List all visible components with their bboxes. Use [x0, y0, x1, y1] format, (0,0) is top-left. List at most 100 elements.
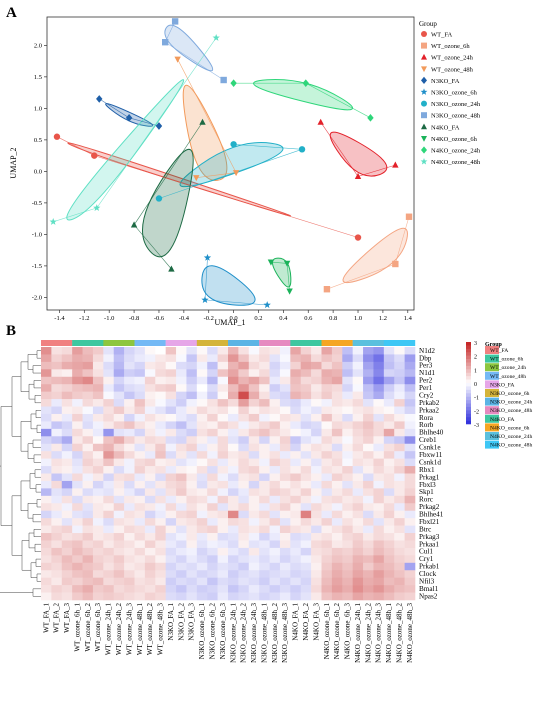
heatmap-cell [103, 369, 115, 378]
heatmap-cell [228, 347, 239, 355]
group-bar-n3ko-ozone-6h [196, 340, 229, 346]
umap-legend: WT_FA WT_ozone_6h WT_ozone_24h WT_ozone_48h… [420, 31, 481, 166]
heatmap-cell [238, 451, 250, 459]
umap-y-tick-label: -1.0 [32, 231, 42, 238]
heatmap-cell [404, 376, 416, 385]
heatmap-cell [248, 518, 260, 526]
heatmap-cell [155, 347, 166, 355]
heatmap-cell [103, 421, 115, 430]
heatmap-cell [331, 540, 343, 549]
heatmap-cell [228, 391, 239, 400]
column-label-wt-ozone-24h-3: WT_ozone_24h_3 [125, 603, 133, 656]
row-label-bhlhe40: Bhlhe40 [419, 429, 444, 437]
heatmap-cell [186, 466, 198, 474]
heatmap-cell [41, 369, 52, 378]
heatmap-cell [186, 458, 198, 467]
heatmap-cell [144, 443, 156, 452]
umap-x-tick-label: -1.2 [79, 315, 89, 322]
group-bar-wt-ozone-24h [103, 340, 135, 346]
heatmap-cell [228, 592, 239, 601]
heatmap-cell [176, 488, 187, 497]
heatmap-cell [92, 533, 104, 541]
heatmap-cell [238, 488, 250, 497]
heatmap-cell [207, 480, 218, 489]
umap-legend-marker-n3ko-fa [421, 76, 427, 84]
heatmap-cell [196, 361, 208, 370]
heatmap-cell [331, 466, 343, 474]
heatmap-cell [248, 369, 260, 378]
heatmap-cell [228, 428, 239, 437]
dendrogram-branch [0, 465, 33, 593]
heatmap-cell [311, 458, 322, 467]
heatmap-cell [269, 525, 281, 534]
heatmap-cell [321, 585, 333, 593]
heatmap-cell [124, 369, 135, 378]
heatmap-cell [331, 369, 343, 378]
heatmap-cell [228, 466, 239, 474]
heatmap-cell [228, 354, 239, 363]
heatmap-cell [82, 391, 94, 400]
heatmap-cell [207, 421, 218, 430]
heatmap-cell [61, 376, 73, 385]
heatmap-cell [311, 376, 322, 385]
dendrogram-branch [35, 410, 41, 418]
column-label-wt-ozone-6h-2: WT_ozone_6h_2 [84, 603, 92, 652]
heatmap-cell [144, 369, 156, 378]
heatmap-cell [404, 406, 416, 415]
heatmap-cell [217, 540, 229, 549]
heatmap-cell [404, 458, 416, 467]
heatmap-cell [383, 518, 395, 526]
heatmap-cell [321, 369, 333, 378]
heatmap-cell [82, 480, 94, 489]
umap-legend-label-n4ko-fa: N4KO_FA [431, 124, 460, 131]
heatmap-cell [373, 458, 385, 467]
heatmap-cell [103, 451, 115, 459]
heatmap-cell [279, 347, 291, 355]
row-label-bhlhe41: Bhlhe41 [419, 511, 444, 519]
color-scale-step [466, 413, 471, 418]
heatmap-cell [279, 399, 291, 407]
heatmap-cell [72, 458, 83, 467]
heatmap-cell [41, 413, 52, 422]
heatmap-cell [404, 592, 416, 601]
heatmap-cell [51, 488, 63, 497]
heatmap-cell [165, 562, 177, 571]
umap-legend-label-wt-ozone-48h: WT_ozone_48h [431, 66, 474, 73]
heatmap-cell [352, 585, 364, 593]
heatmap-cell [290, 354, 302, 363]
heatmap-cell [228, 369, 239, 378]
color-scale-tick: 0 [474, 382, 477, 388]
panel-a-label: A [6, 5, 17, 21]
heatmap-cell [124, 376, 135, 385]
heatmap-cell [124, 495, 135, 504]
dendrogram-branch [33, 454, 41, 463]
heatmap-cell [92, 480, 104, 489]
heatmap-cell [373, 406, 385, 415]
heatmap-cell [196, 495, 208, 504]
heatmap-cell [196, 525, 208, 534]
column-label-wt-fa-1: WT_FA_1 [42, 603, 50, 633]
heatmap-cell [82, 540, 94, 549]
heatmap-cell [311, 428, 322, 437]
heatmap-cell [300, 547, 312, 556]
heatmap-cell [113, 533, 125, 541]
heatmap-cell [186, 436, 198, 445]
heatmap-cell [228, 570, 239, 578]
heatmap-cell [176, 361, 187, 370]
heatmap-cell [72, 555, 83, 564]
heatmap-cell [342, 488, 353, 497]
heatmap-cell [383, 503, 395, 511]
heatmap-cell [217, 495, 229, 504]
umap-legend-marker-n3ko-ozone-48h [421, 112, 427, 119]
heatmap-cell [394, 533, 405, 541]
heatmap-cell [217, 533, 229, 541]
heatmap-cell [176, 458, 187, 467]
heatmap-cell [321, 428, 333, 437]
column-label-n3ko-ozone-6h-3: N3KO_ozone_6h_3 [219, 603, 227, 660]
heatmap-cell [207, 436, 218, 445]
heatmap-cell [124, 421, 135, 430]
heatmap-cell [279, 421, 291, 430]
heatmap-cell [259, 361, 270, 370]
heatmap-cell [176, 466, 187, 474]
heatmap-cell [238, 585, 250, 593]
